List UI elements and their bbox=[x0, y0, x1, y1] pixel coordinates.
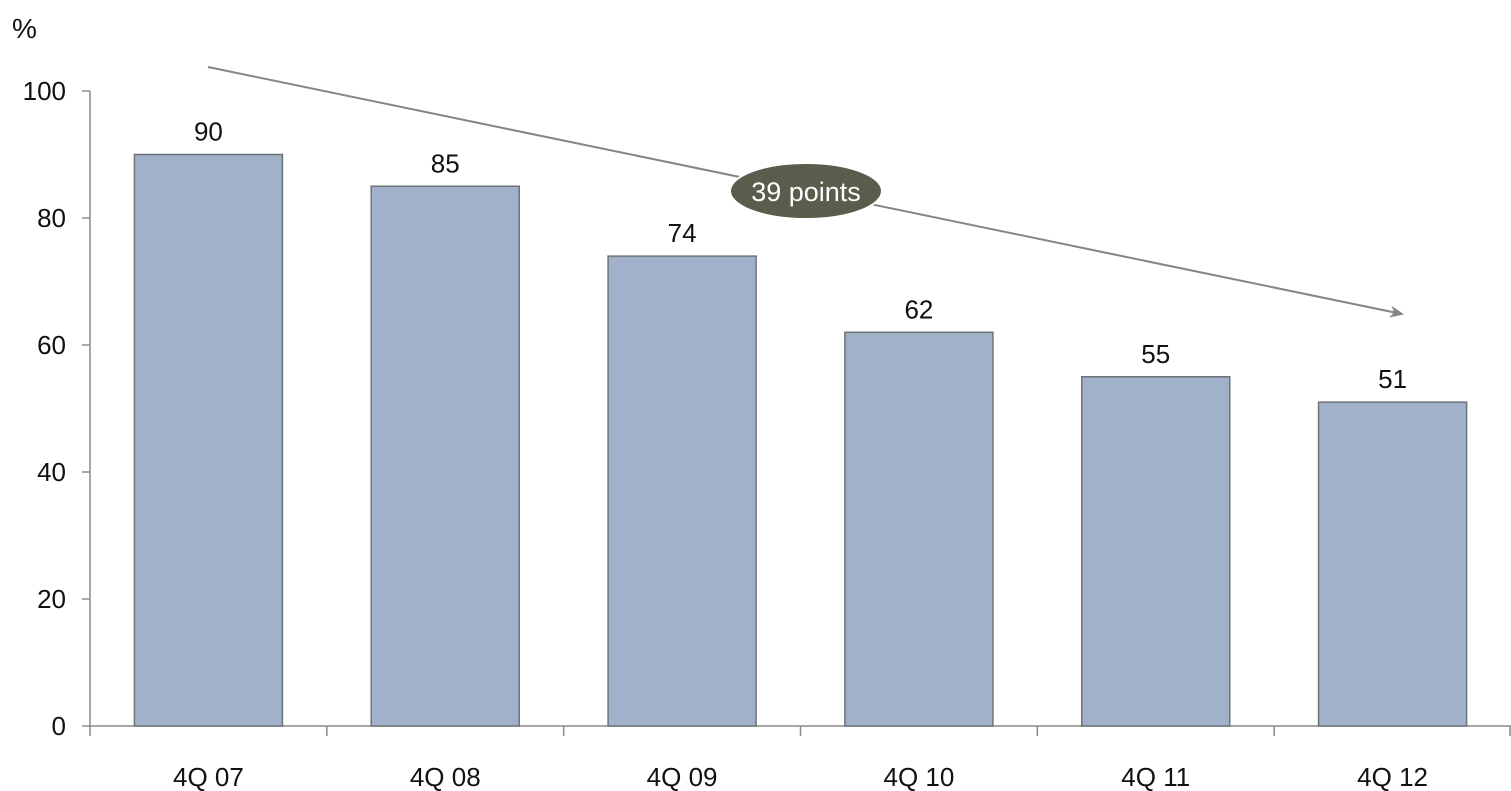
x-tick-label: 4Q 11 bbox=[1121, 762, 1190, 791]
data-labels: 90 85 74 62 55 51 bbox=[194, 117, 1407, 395]
y-tick-label: 20 bbox=[37, 584, 66, 614]
bar bbox=[133, 153, 284, 727]
callout-text: 39 points bbox=[751, 177, 861, 207]
y-tick-label: 0 bbox=[52, 711, 66, 741]
y-axis: 0 20 40 60 80 100 bbox=[23, 76, 91, 741]
y-unit-label: % bbox=[12, 13, 37, 44]
x-tick-label: 4Q 12 bbox=[1357, 762, 1428, 791]
bar bbox=[607, 255, 757, 727]
y-tick-label: 60 bbox=[37, 330, 66, 360]
y-tick-label: 80 bbox=[37, 203, 66, 233]
data-label: 51 bbox=[1378, 364, 1407, 394]
bar bbox=[370, 185, 521, 727]
data-label: 62 bbox=[904, 294, 933, 324]
x-axis: 4Q 07 4Q 08 4Q 09 4Q 10 4Q 11 4Q 12 bbox=[89, 725, 1511, 791]
data-label: 85 bbox=[431, 148, 460, 178]
x-tick-label: 4Q 09 bbox=[647, 762, 718, 791]
x-tick-label: 4Q 07 bbox=[173, 762, 244, 791]
x-tick-label: 4Q 10 bbox=[884, 762, 955, 791]
data-label: 74 bbox=[668, 218, 697, 248]
bar bbox=[844, 331, 994, 727]
bar bbox=[1080, 376, 1231, 727]
trend-annotation: 39 points bbox=[207, 66, 1404, 318]
y-tick-label: 100 bbox=[23, 76, 66, 106]
bar bbox=[1317, 401, 1468, 727]
data-label: 55 bbox=[1141, 339, 1170, 369]
x-tick-label: 4Q 08 bbox=[410, 762, 481, 791]
y-tick-label: 40 bbox=[37, 457, 66, 487]
data-label: 90 bbox=[194, 117, 223, 147]
callout-bubble bbox=[729, 162, 883, 220]
bars bbox=[133, 153, 1468, 727]
